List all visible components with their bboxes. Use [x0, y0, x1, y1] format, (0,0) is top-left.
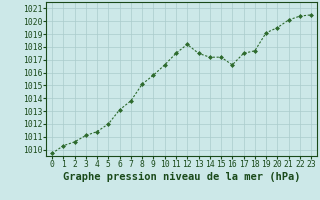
X-axis label: Graphe pression niveau de la mer (hPa): Graphe pression niveau de la mer (hPa)	[63, 172, 300, 182]
